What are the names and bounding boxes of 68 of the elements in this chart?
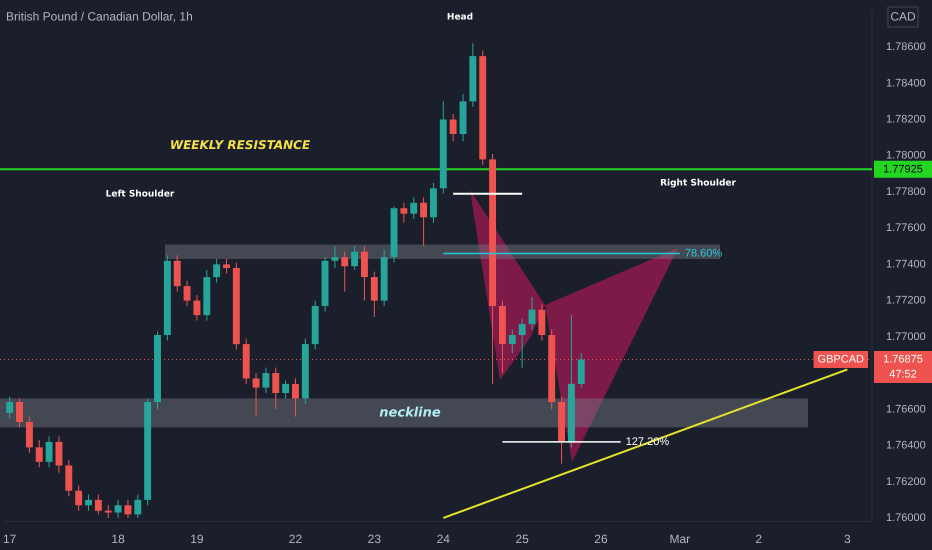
candlestick [223, 258, 230, 274]
y-tick-label: 1.77800 [886, 186, 926, 198]
candlestick [508, 329, 516, 354]
y-tick-label: 1.77000 [886, 330, 926, 343]
candlestick [104, 504, 112, 518]
annotation: GBPCAD [818, 354, 864, 366]
candlestick [331, 246, 338, 269]
band-label: neckline [379, 405, 441, 420]
candlestick [124, 499, 132, 518]
x-tick-label: 22 [288, 532, 302, 546]
y-tick-label: 1.77600 [886, 222, 926, 234]
ref-line-label: 1.76875 [883, 354, 923, 366]
x-tick-label: 25 [515, 532, 530, 546]
candlestick [351, 246, 358, 270]
annotation: Left Shoulder [106, 189, 175, 200]
candlestick [114, 499, 122, 518]
candlestick [528, 296, 536, 330]
y-tick-label: 1.76200 [886, 476, 926, 488]
x-tick-label: 19 [190, 532, 204, 546]
y-tick-label: 1.76600 [886, 403, 926, 416]
candlestick [184, 280, 191, 307]
y-tick-label: 1.78600 [886, 41, 926, 54]
y-tick-label: 1.78400 [886, 77, 926, 90]
candlestick [400, 202, 408, 224]
candlestick [134, 494, 142, 518]
candlestick [85, 494, 92, 512]
series-label: 78.60% [684, 248, 722, 260]
candlestick [272, 367, 280, 410]
y-tick-label: 1.77200 [886, 294, 926, 307]
candlestick [94, 494, 102, 515]
y-tick-label: 1.78200 [886, 114, 926, 126]
annotation: WEEKLY RESISTANCE [170, 138, 311, 152]
chart-title: British Pound / Canadian Dollar, 1h [6, 9, 193, 24]
candlestick [6, 396, 14, 419]
annotation: Right Shoulder [660, 178, 736, 188]
y-axis-title: CAD [890, 9, 916, 24]
x-tick-label: 23 [368, 532, 382, 546]
candlestick [282, 380, 290, 399]
candlestick [36, 440, 43, 468]
candlestick [518, 318, 526, 368]
x-tick-label: 24 [436, 532, 450, 546]
candlestick [262, 367, 270, 394]
y-tick-label: 1.76400 [886, 440, 926, 452]
x-tick-label: Mar [669, 532, 690, 546]
candlestick [292, 378, 299, 418]
candlestick [341, 251, 348, 292]
candlestick [193, 294, 200, 322]
candlestick [410, 196, 418, 220]
y-tick-label: 1.78000 [886, 150, 926, 162]
candlestick [46, 436, 53, 468]
y-tick-label: 1.77400 [886, 258, 926, 270]
candlestick [252, 372, 260, 418]
candlestick [370, 271, 378, 318]
candlestick [56, 436, 62, 474]
text: 47:52 [889, 368, 917, 381]
candlestick [213, 258, 220, 283]
x-tick-label: 3 [844, 532, 852, 546]
candlestick [450, 114, 457, 142]
y-tick-label: 1.76000 [886, 512, 926, 524]
x-tick-label: 26 [594, 532, 608, 546]
x-tick-label: 17 [2, 532, 17, 546]
annotation: Head [446, 12, 474, 22]
x-tick-label: 2 [755, 532, 762, 546]
x-tick-label: 18 [111, 532, 126, 546]
ref-line-label: 1.77925 [883, 163, 923, 176]
candlestick [16, 398, 23, 428]
candlestick [75, 484, 82, 512]
candlestick [420, 196, 428, 247]
